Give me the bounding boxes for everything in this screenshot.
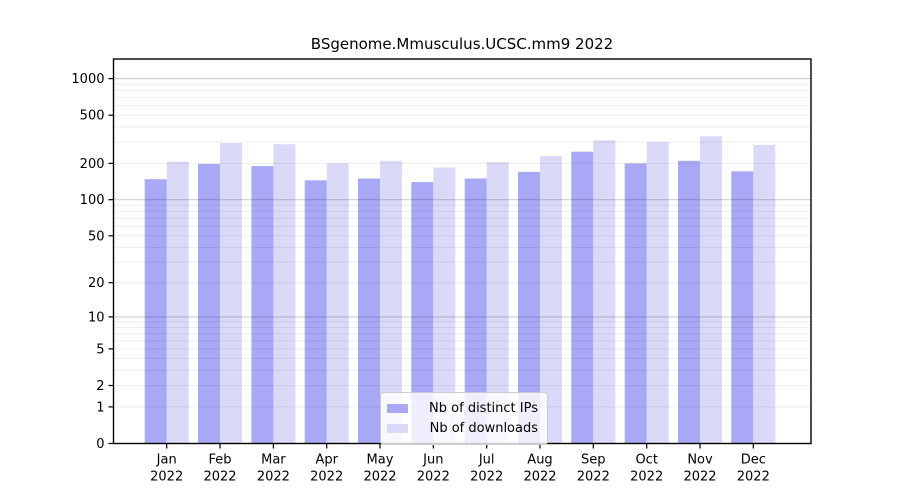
bar-ips-nov xyxy=(678,160,700,444)
bar-ips-oct xyxy=(624,163,647,444)
x-tick-label-year: 2022 xyxy=(417,470,450,485)
bar-downloads-apr xyxy=(326,163,349,444)
x-tick-label-month: Aug xyxy=(527,453,552,468)
x-tick-label-month: Nov xyxy=(687,453,713,468)
bar-downloads-may xyxy=(380,160,402,444)
x-tick-label-month: Feb xyxy=(208,453,231,468)
bar-ips-jan xyxy=(144,179,167,444)
legend-row-distinct-ips: Nb of distinct IPs xyxy=(387,398,538,418)
y-tick-label: 20 xyxy=(88,276,105,291)
legend-label-downloads: Nb of downloads xyxy=(429,420,538,436)
bar-ips-jun xyxy=(411,182,434,444)
bar-downloads-jan xyxy=(166,161,189,444)
bar-ips-apr xyxy=(304,180,327,444)
y-tick-label: 50 xyxy=(88,229,105,244)
y-tick-label: 1 xyxy=(96,400,104,415)
bar-ips-mar xyxy=(251,166,274,444)
y-tick-label: 0 xyxy=(96,437,104,452)
bar-ips-may xyxy=(358,178,380,444)
bar-downloads-jun xyxy=(433,167,456,444)
x-tick-label-year: 2022 xyxy=(310,470,343,485)
x-tick-label-year: 2022 xyxy=(257,470,290,485)
chart-title: BSgenome.Mmusculus.UCSC.mm9 2022 xyxy=(310,35,614,53)
x-tick-label-month: Dec xyxy=(741,453,766,468)
x-tick-label-year: 2022 xyxy=(150,470,183,485)
bar-downloads-jul xyxy=(486,162,509,444)
bar-ips-aug xyxy=(518,171,540,444)
x-tick-label-year: 2022 xyxy=(523,470,556,485)
bar-ips-feb xyxy=(198,163,220,444)
bar-downloads-nov xyxy=(700,136,722,444)
x-tick-label-month: Sep xyxy=(581,453,606,468)
x-tick-label-month: Jul xyxy=(478,453,495,468)
y-tick-label: 1000 xyxy=(71,72,104,87)
x-tick-label-month: Mar xyxy=(261,453,286,468)
x-tick-label-month: May xyxy=(367,453,394,468)
legend-label-distinct-ips: Nb of distinct IPs xyxy=(429,400,538,416)
x-tick-label-month: Jan xyxy=(156,453,177,468)
bar-downloads-oct xyxy=(646,142,669,444)
x-tick-label-month: Apr xyxy=(315,453,338,468)
x-tick-label-year: 2022 xyxy=(470,470,503,485)
legend-row-downloads: Nb of downloads xyxy=(387,418,538,438)
y-tick-label: 10 xyxy=(88,310,105,325)
y-tick-label: 100 xyxy=(80,193,105,208)
x-tick-label-month: Oct xyxy=(635,453,657,468)
bar-downloads-feb xyxy=(220,143,242,444)
bar-ips-jul xyxy=(464,178,487,444)
y-tick-label: 5 xyxy=(96,342,104,357)
bar-downloads-sep xyxy=(593,140,616,444)
x-tick-label-month: Jun xyxy=(422,453,443,468)
y-tick-label: 200 xyxy=(80,157,105,172)
legend: Nb of distinct IPs Nb of downloads xyxy=(380,392,548,445)
x-tick-label-year: 2022 xyxy=(630,470,663,485)
x-tick-label-year: 2022 xyxy=(683,470,716,485)
y-tick-label: 500 xyxy=(80,109,105,124)
bar-downloads-aug xyxy=(540,156,562,444)
bar-downloads-dec xyxy=(753,144,776,444)
legend-swatch-ips-icon xyxy=(387,403,408,413)
bar-ips-dec xyxy=(731,171,754,444)
x-tick-label-year: 2022 xyxy=(363,470,396,485)
x-tick-label-year: 2022 xyxy=(737,470,770,485)
legend-swatch-downloads-icon xyxy=(387,423,408,433)
bar-downloads-mar xyxy=(273,144,296,444)
x-tick-label-year: 2022 xyxy=(203,470,236,485)
y-tick-label: 2 xyxy=(96,379,104,394)
bar-ips-sep xyxy=(571,151,594,444)
x-tick-label-year: 2022 xyxy=(577,470,610,485)
